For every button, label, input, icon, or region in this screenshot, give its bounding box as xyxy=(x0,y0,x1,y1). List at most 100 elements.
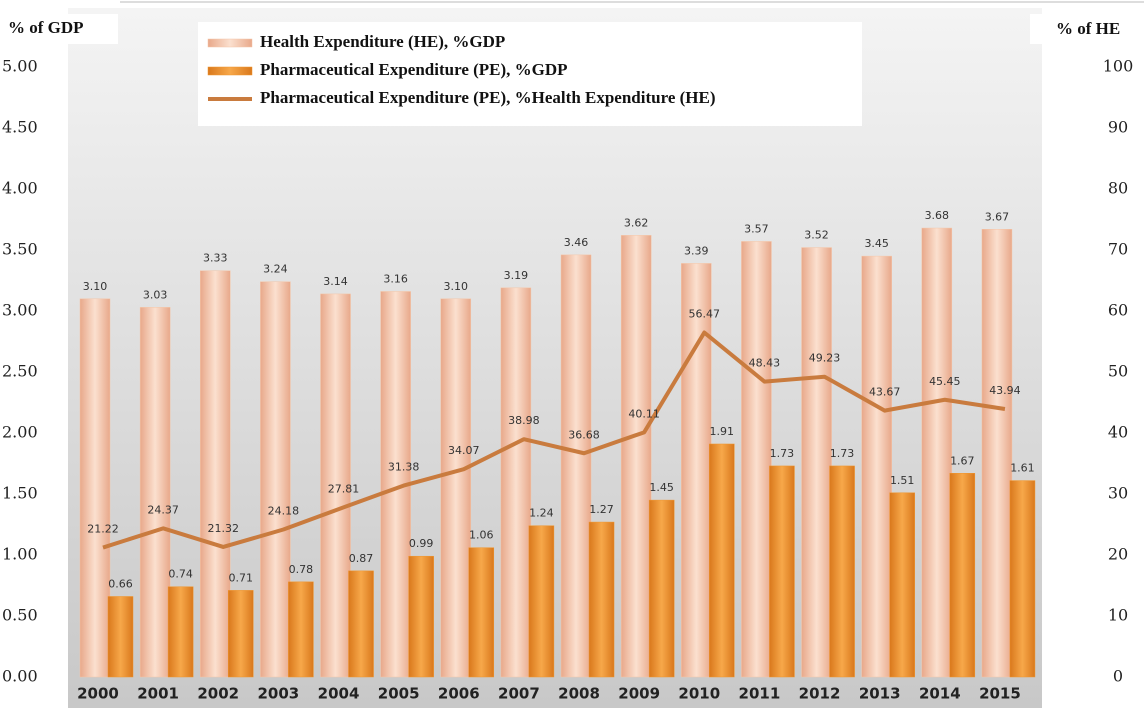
y2-tick-label: 40 xyxy=(1108,423,1128,442)
y2-tick-label: 60 xyxy=(1108,301,1128,320)
x-tick-label: 2015 xyxy=(979,685,1021,703)
bar xyxy=(228,590,254,678)
data-label: 45.45 xyxy=(929,375,961,388)
data-label: 24.18 xyxy=(268,505,300,518)
data-label: 3.46 xyxy=(564,236,589,249)
legend-swatch xyxy=(208,97,252,101)
bar xyxy=(79,298,111,678)
bar xyxy=(139,307,171,678)
bar xyxy=(681,263,712,678)
y-tick-label: 0.00 xyxy=(2,667,38,686)
data-label: 3.14 xyxy=(323,275,348,288)
data-label: 1.51 xyxy=(890,474,915,487)
bar xyxy=(260,281,291,678)
data-label: 3.39 xyxy=(684,244,709,257)
bar xyxy=(288,581,314,678)
y-tick-label: 1.00 xyxy=(2,545,38,564)
x-tick-label: 2007 xyxy=(498,685,540,703)
bar xyxy=(200,270,231,678)
x-tick-label: 2013 xyxy=(859,685,901,703)
data-label: 34.07 xyxy=(448,444,480,457)
data-label: 0.71 xyxy=(229,571,254,584)
y2-tick-label: 20 xyxy=(1108,545,1128,564)
data-label: 1.06 xyxy=(469,529,494,542)
data-label: 21.22 xyxy=(87,523,119,536)
data-label: 3.52 xyxy=(804,229,829,242)
data-label: 31.38 xyxy=(388,461,420,474)
data-label: 43.67 xyxy=(869,386,901,399)
bar xyxy=(709,443,735,678)
marks: 2000 2001 2002 2003 2004 2005 2006 2007 2008 2009… xyxy=(77,209,1036,703)
data-label: 0.99 xyxy=(409,537,434,550)
bar xyxy=(500,287,532,678)
data-label: 3.19 xyxy=(504,269,529,282)
x-tick-label: 2011 xyxy=(739,685,781,703)
legend-label: Pharmaceutical Expenditure (PE), %GDP xyxy=(260,60,568,79)
y2-tick-label: 100 xyxy=(1103,57,1134,76)
bar xyxy=(769,465,795,678)
x-tick-label: 2014 xyxy=(919,685,961,703)
data-label: 3.16 xyxy=(383,272,408,285)
data-label: 3.33 xyxy=(203,252,228,265)
x-tick-label: 2006 xyxy=(438,685,480,703)
y2-tick-label: 90 xyxy=(1108,118,1128,137)
bar xyxy=(348,570,374,678)
y2label-box xyxy=(1030,14,1144,44)
legend-box xyxy=(198,22,862,126)
x-tick-label: 2003 xyxy=(258,685,300,703)
data-label: 0.66 xyxy=(108,577,133,590)
data-label: 43.94 xyxy=(989,384,1021,397)
y-tick-label: 5.00 xyxy=(2,57,38,76)
bar xyxy=(741,241,772,678)
bar xyxy=(861,255,892,678)
data-label: 21.32 xyxy=(208,522,240,535)
y2-tick-label: 50 xyxy=(1108,362,1128,381)
bar xyxy=(468,547,495,678)
data-label: 0.74 xyxy=(168,568,193,581)
y2-tick-label: 30 xyxy=(1108,484,1128,503)
legend: Health Expenditure (HE), %GDP Pharmaceuti… xyxy=(207,32,716,107)
data-label: 3.68 xyxy=(925,209,950,222)
bar xyxy=(560,254,592,678)
bar xyxy=(1009,480,1036,678)
bar xyxy=(829,465,855,678)
data-label: 24.37 xyxy=(147,503,179,516)
bar xyxy=(440,298,472,678)
data-label: 1.91 xyxy=(710,425,735,438)
data-label: 56.47 xyxy=(689,308,721,321)
bar xyxy=(889,492,915,678)
data-label: 1.67 xyxy=(950,454,975,467)
y-tick-label: 4.00 xyxy=(2,179,38,198)
x-tick-label: 2008 xyxy=(558,685,600,703)
y-tick-label: 2.50 xyxy=(2,362,38,381)
data-label: 38.98 xyxy=(508,414,540,427)
y2-tick-label: 0 xyxy=(1113,667,1123,686)
data-label: 0.87 xyxy=(349,552,374,565)
bar xyxy=(408,555,434,678)
bar xyxy=(107,596,134,678)
data-label: 3.10 xyxy=(83,280,108,293)
data-label: 48.43 xyxy=(749,357,781,370)
y-tick-label: 0.50 xyxy=(2,606,38,625)
data-label: 49.23 xyxy=(809,352,841,365)
x-tick-label: 2001 xyxy=(137,685,179,703)
y2-tick-label: 10 xyxy=(1108,606,1128,625)
data-label: 1.61 xyxy=(1010,462,1035,475)
data-label: 3.45 xyxy=(864,237,889,250)
x-tick-label: 2005 xyxy=(378,685,420,703)
bar xyxy=(949,473,976,678)
data-label: 0.78 xyxy=(289,563,314,576)
bar xyxy=(620,235,652,678)
y2-tick-label: 70 xyxy=(1108,240,1128,259)
ylabel-box xyxy=(0,14,118,44)
legend-swatch xyxy=(207,38,253,48)
bar xyxy=(320,293,351,678)
y2-tick-label: 80 xyxy=(1108,179,1128,198)
y-tick-label: 3.50 xyxy=(2,240,38,259)
data-label: 3.57 xyxy=(744,222,769,235)
legend-label: Pharmaceutical Expenditure (PE), %Health… xyxy=(260,88,716,107)
bar xyxy=(801,247,832,678)
bar xyxy=(588,521,615,678)
y-axis-title: % of GDP xyxy=(8,18,84,37)
data-label: 1.73 xyxy=(830,447,855,460)
